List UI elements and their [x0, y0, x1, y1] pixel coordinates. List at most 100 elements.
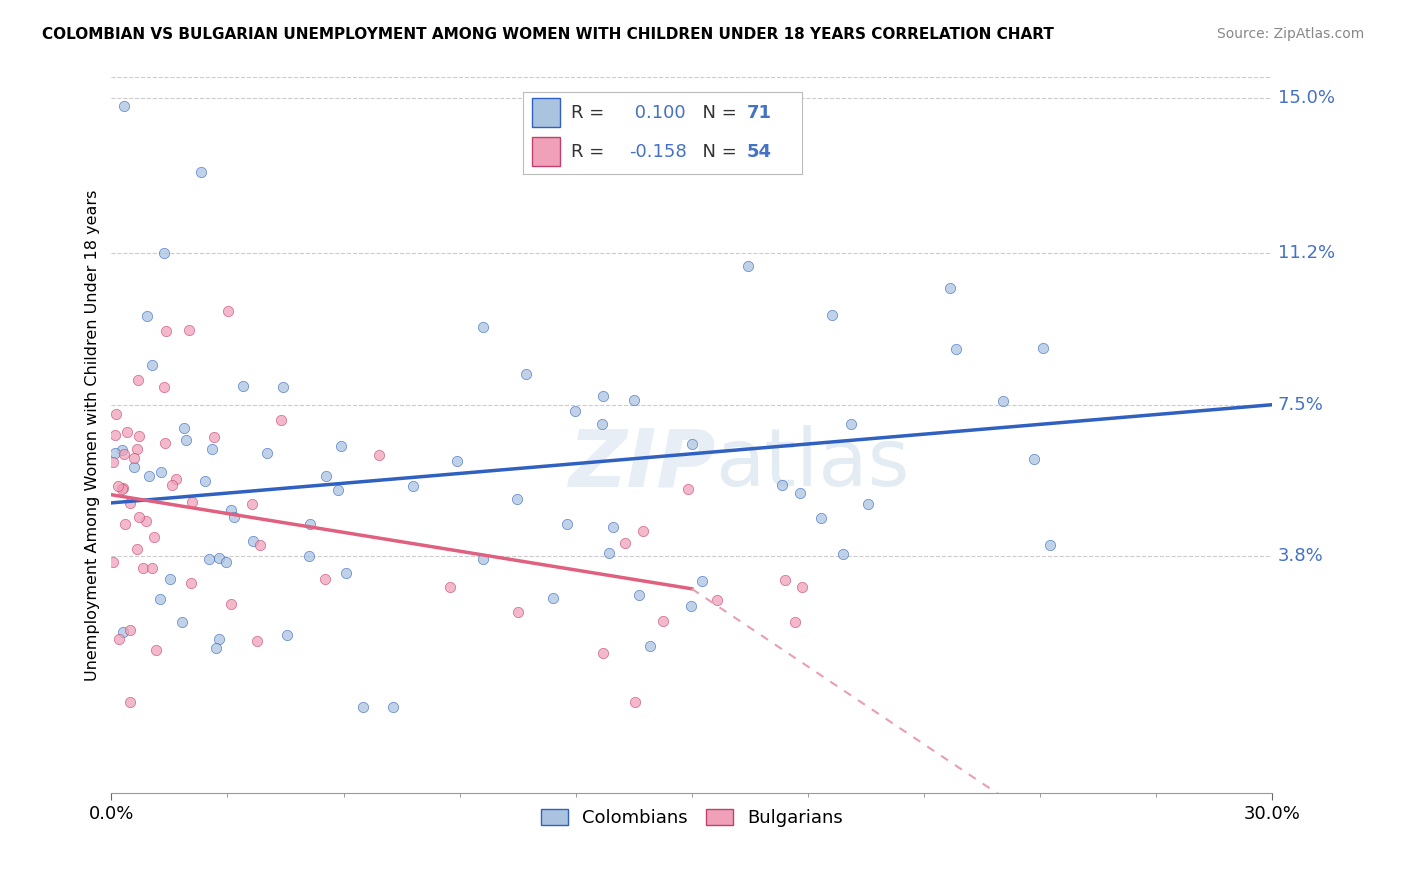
Point — [564, 404, 586, 418]
Point — [159, 572, 181, 586]
Point — [592, 646, 614, 660]
Point — [149, 591, 172, 606]
Point — [681, 436, 703, 450]
Point — [299, 517, 322, 532]
Point — [298, 549, 321, 564]
Point — [155, 324, 177, 338]
Point — [217, 303, 239, 318]
Point — [177, 323, 200, 337]
Point — [145, 643, 167, 657]
Point — [326, 483, 349, 497]
Point — [270, 413, 292, 427]
Point — [103, 555, 125, 569]
Point — [789, 485, 811, 500]
Point — [271, 380, 294, 394]
Point — [598, 546, 620, 560]
Point — [101, 455, 124, 469]
Point — [112, 447, 135, 461]
Point — [1022, 451, 1045, 466]
Point — [602, 520, 624, 534]
Point — [439, 580, 461, 594]
Point — [143, 530, 166, 544]
Point — [162, 478, 184, 492]
Text: 11.2%: 11.2% — [1278, 244, 1336, 262]
Point — [138, 468, 160, 483]
Point — [1031, 341, 1053, 355]
Point — [180, 575, 202, 590]
Point — [181, 495, 204, 509]
Point — [170, 615, 193, 630]
Point — [770, 478, 793, 492]
Point — [623, 392, 645, 407]
Point — [153, 380, 176, 394]
Point — [114, 517, 136, 532]
Point — [141, 561, 163, 575]
Text: 15.0%: 15.0% — [1278, 89, 1334, 107]
Point — [224, 509, 246, 524]
Point — [330, 439, 353, 453]
Point — [592, 389, 614, 403]
Point — [706, 593, 728, 607]
Point — [215, 555, 238, 569]
Point — [111, 443, 134, 458]
Point — [219, 502, 242, 516]
Point — [628, 588, 651, 602]
Point — [198, 552, 221, 566]
Point — [821, 309, 844, 323]
Point — [122, 459, 145, 474]
Point — [471, 552, 494, 566]
Point — [402, 479, 425, 493]
Point — [367, 448, 389, 462]
Point — [112, 99, 135, 113]
Point — [652, 614, 675, 628]
Point — [112, 481, 135, 495]
Text: 3.8%: 3.8% — [1278, 547, 1323, 565]
Point — [107, 479, 129, 493]
Point — [127, 373, 149, 387]
Point — [111, 625, 134, 640]
Text: Source: ZipAtlas.com: Source: ZipAtlas.com — [1216, 27, 1364, 41]
Point — [153, 436, 176, 450]
Text: atlas: atlas — [716, 425, 910, 503]
Point — [858, 497, 880, 511]
Point — [205, 641, 228, 656]
Legend: Colombians, Bulgarians: Colombians, Bulgarians — [533, 802, 851, 834]
Point — [132, 561, 155, 575]
Point — [256, 446, 278, 460]
Point — [676, 483, 699, 497]
Point — [246, 634, 269, 648]
Point — [108, 632, 131, 647]
Point — [506, 492, 529, 507]
Point — [991, 393, 1014, 408]
Point — [104, 446, 127, 460]
Text: 7.5%: 7.5% — [1278, 396, 1324, 414]
Point — [174, 433, 197, 447]
Point — [831, 547, 853, 561]
Point — [945, 342, 967, 356]
Point — [775, 573, 797, 587]
Point — [120, 695, 142, 709]
Point — [232, 379, 254, 393]
Point — [624, 695, 647, 709]
Point — [202, 430, 225, 444]
Point — [208, 551, 231, 566]
Point — [783, 615, 806, 630]
Point — [122, 451, 145, 466]
Point — [127, 442, 149, 456]
Point — [201, 442, 224, 456]
Point — [150, 465, 173, 479]
Point — [104, 408, 127, 422]
Point — [1039, 537, 1062, 551]
Point — [446, 454, 468, 468]
Point — [541, 591, 564, 606]
Point — [681, 599, 703, 613]
Point — [631, 524, 654, 539]
Point — [240, 497, 263, 511]
Point — [173, 420, 195, 434]
Point — [382, 700, 405, 714]
Point — [104, 428, 127, 442]
Point — [128, 428, 150, 442]
Point — [737, 259, 759, 273]
Text: ZIP: ZIP — [568, 425, 716, 503]
Point — [472, 320, 495, 334]
